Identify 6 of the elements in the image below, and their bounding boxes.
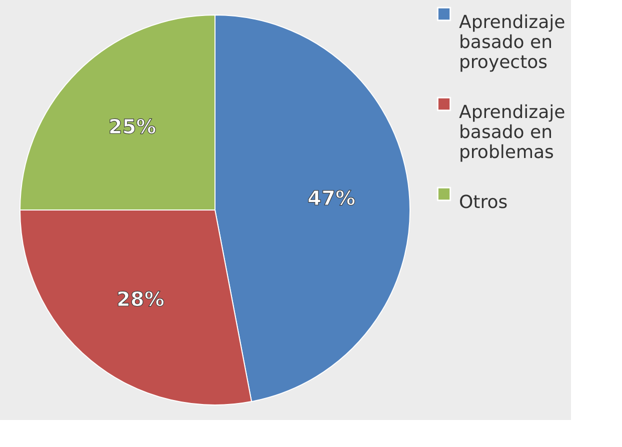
legend-label: Otros [459, 192, 508, 213]
data-label: 28% [116, 287, 164, 312]
legend-label: Aprendizaje basado en problemas [459, 102, 566, 163]
data-label: 47% [308, 186, 356, 210]
data-label: 25% [108, 114, 156, 138]
legend-label: Aprendizaje basado en proyectos [459, 12, 566, 73]
